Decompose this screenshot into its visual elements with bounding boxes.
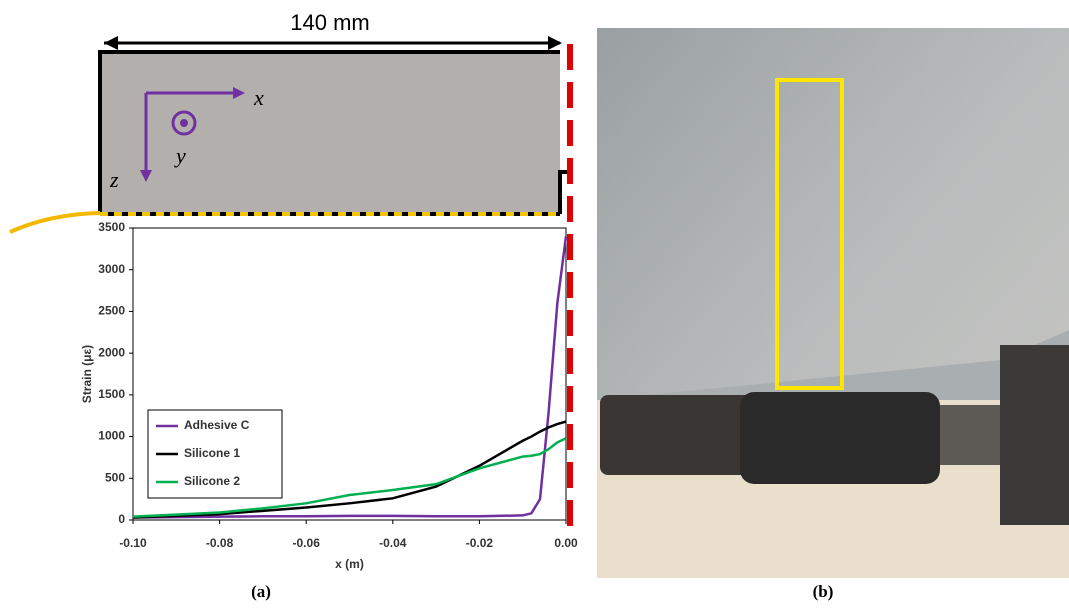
x-axis-label: x (m) xyxy=(335,557,364,571)
x-tick-label: 0.00 xyxy=(554,536,578,550)
y-axis-circle xyxy=(171,110,197,136)
clamp xyxy=(600,395,760,475)
legend-label: Adhesive C xyxy=(184,418,250,432)
x-tick-label: -0.04 xyxy=(379,536,407,550)
bracket xyxy=(1000,345,1069,525)
adhesive-curve xyxy=(9,211,101,234)
y-tick-label: 3500 xyxy=(98,220,125,234)
x-tick-label: -0.10 xyxy=(119,536,147,550)
dimension-label: 140 mm xyxy=(290,10,369,35)
schematic: 140 mm x⃗ y⃗ z⃗ xyxy=(9,10,568,234)
x-tick-label: -0.08 xyxy=(206,536,234,550)
z-axis-symbol: z⃗ xyxy=(109,167,136,192)
specimen-edge xyxy=(98,50,560,214)
series-line xyxy=(132,437,567,518)
axes-arrowheads xyxy=(140,87,245,182)
y-tick-label: 3000 xyxy=(98,262,125,276)
x-tick-label: -0.02 xyxy=(466,536,494,550)
y-tick-label: 1000 xyxy=(98,429,125,443)
region-box xyxy=(775,78,844,390)
notch xyxy=(558,170,568,214)
x-axis-symbol: x⃗ xyxy=(253,85,281,110)
x-tick-label: -0.06 xyxy=(293,536,321,550)
y-axis-symbol: y⃗ xyxy=(174,143,203,168)
legend-label: Silicone 1 xyxy=(184,446,240,460)
y-axis-dot xyxy=(180,119,188,127)
y-tick-label: 2500 xyxy=(98,304,125,318)
photo xyxy=(597,28,1069,578)
nut xyxy=(940,405,1010,465)
y-tick-label: 1500 xyxy=(98,387,125,401)
caption-b: (b) xyxy=(813,582,834,601)
series-line xyxy=(132,236,568,519)
y-tick-label: 2000 xyxy=(98,345,125,359)
plot-frame xyxy=(132,227,567,521)
y-tick-label: 0 xyxy=(118,512,125,526)
y-axis-label: Strain (με) xyxy=(80,345,94,403)
specimen xyxy=(100,52,560,214)
axes-arrows xyxy=(144,91,236,172)
y-tick-label: 500 xyxy=(105,470,125,484)
legend-label: Silicone 2 xyxy=(184,474,240,488)
bellows xyxy=(740,392,940,484)
caption-a: (a) xyxy=(251,582,271,601)
series-line xyxy=(132,420,567,519)
chart: 0 500 1000 1500 2000 2500 3000 3500 -0.10 -0.08 -0… xyxy=(80,220,578,571)
photo-edge xyxy=(597,330,1069,400)
